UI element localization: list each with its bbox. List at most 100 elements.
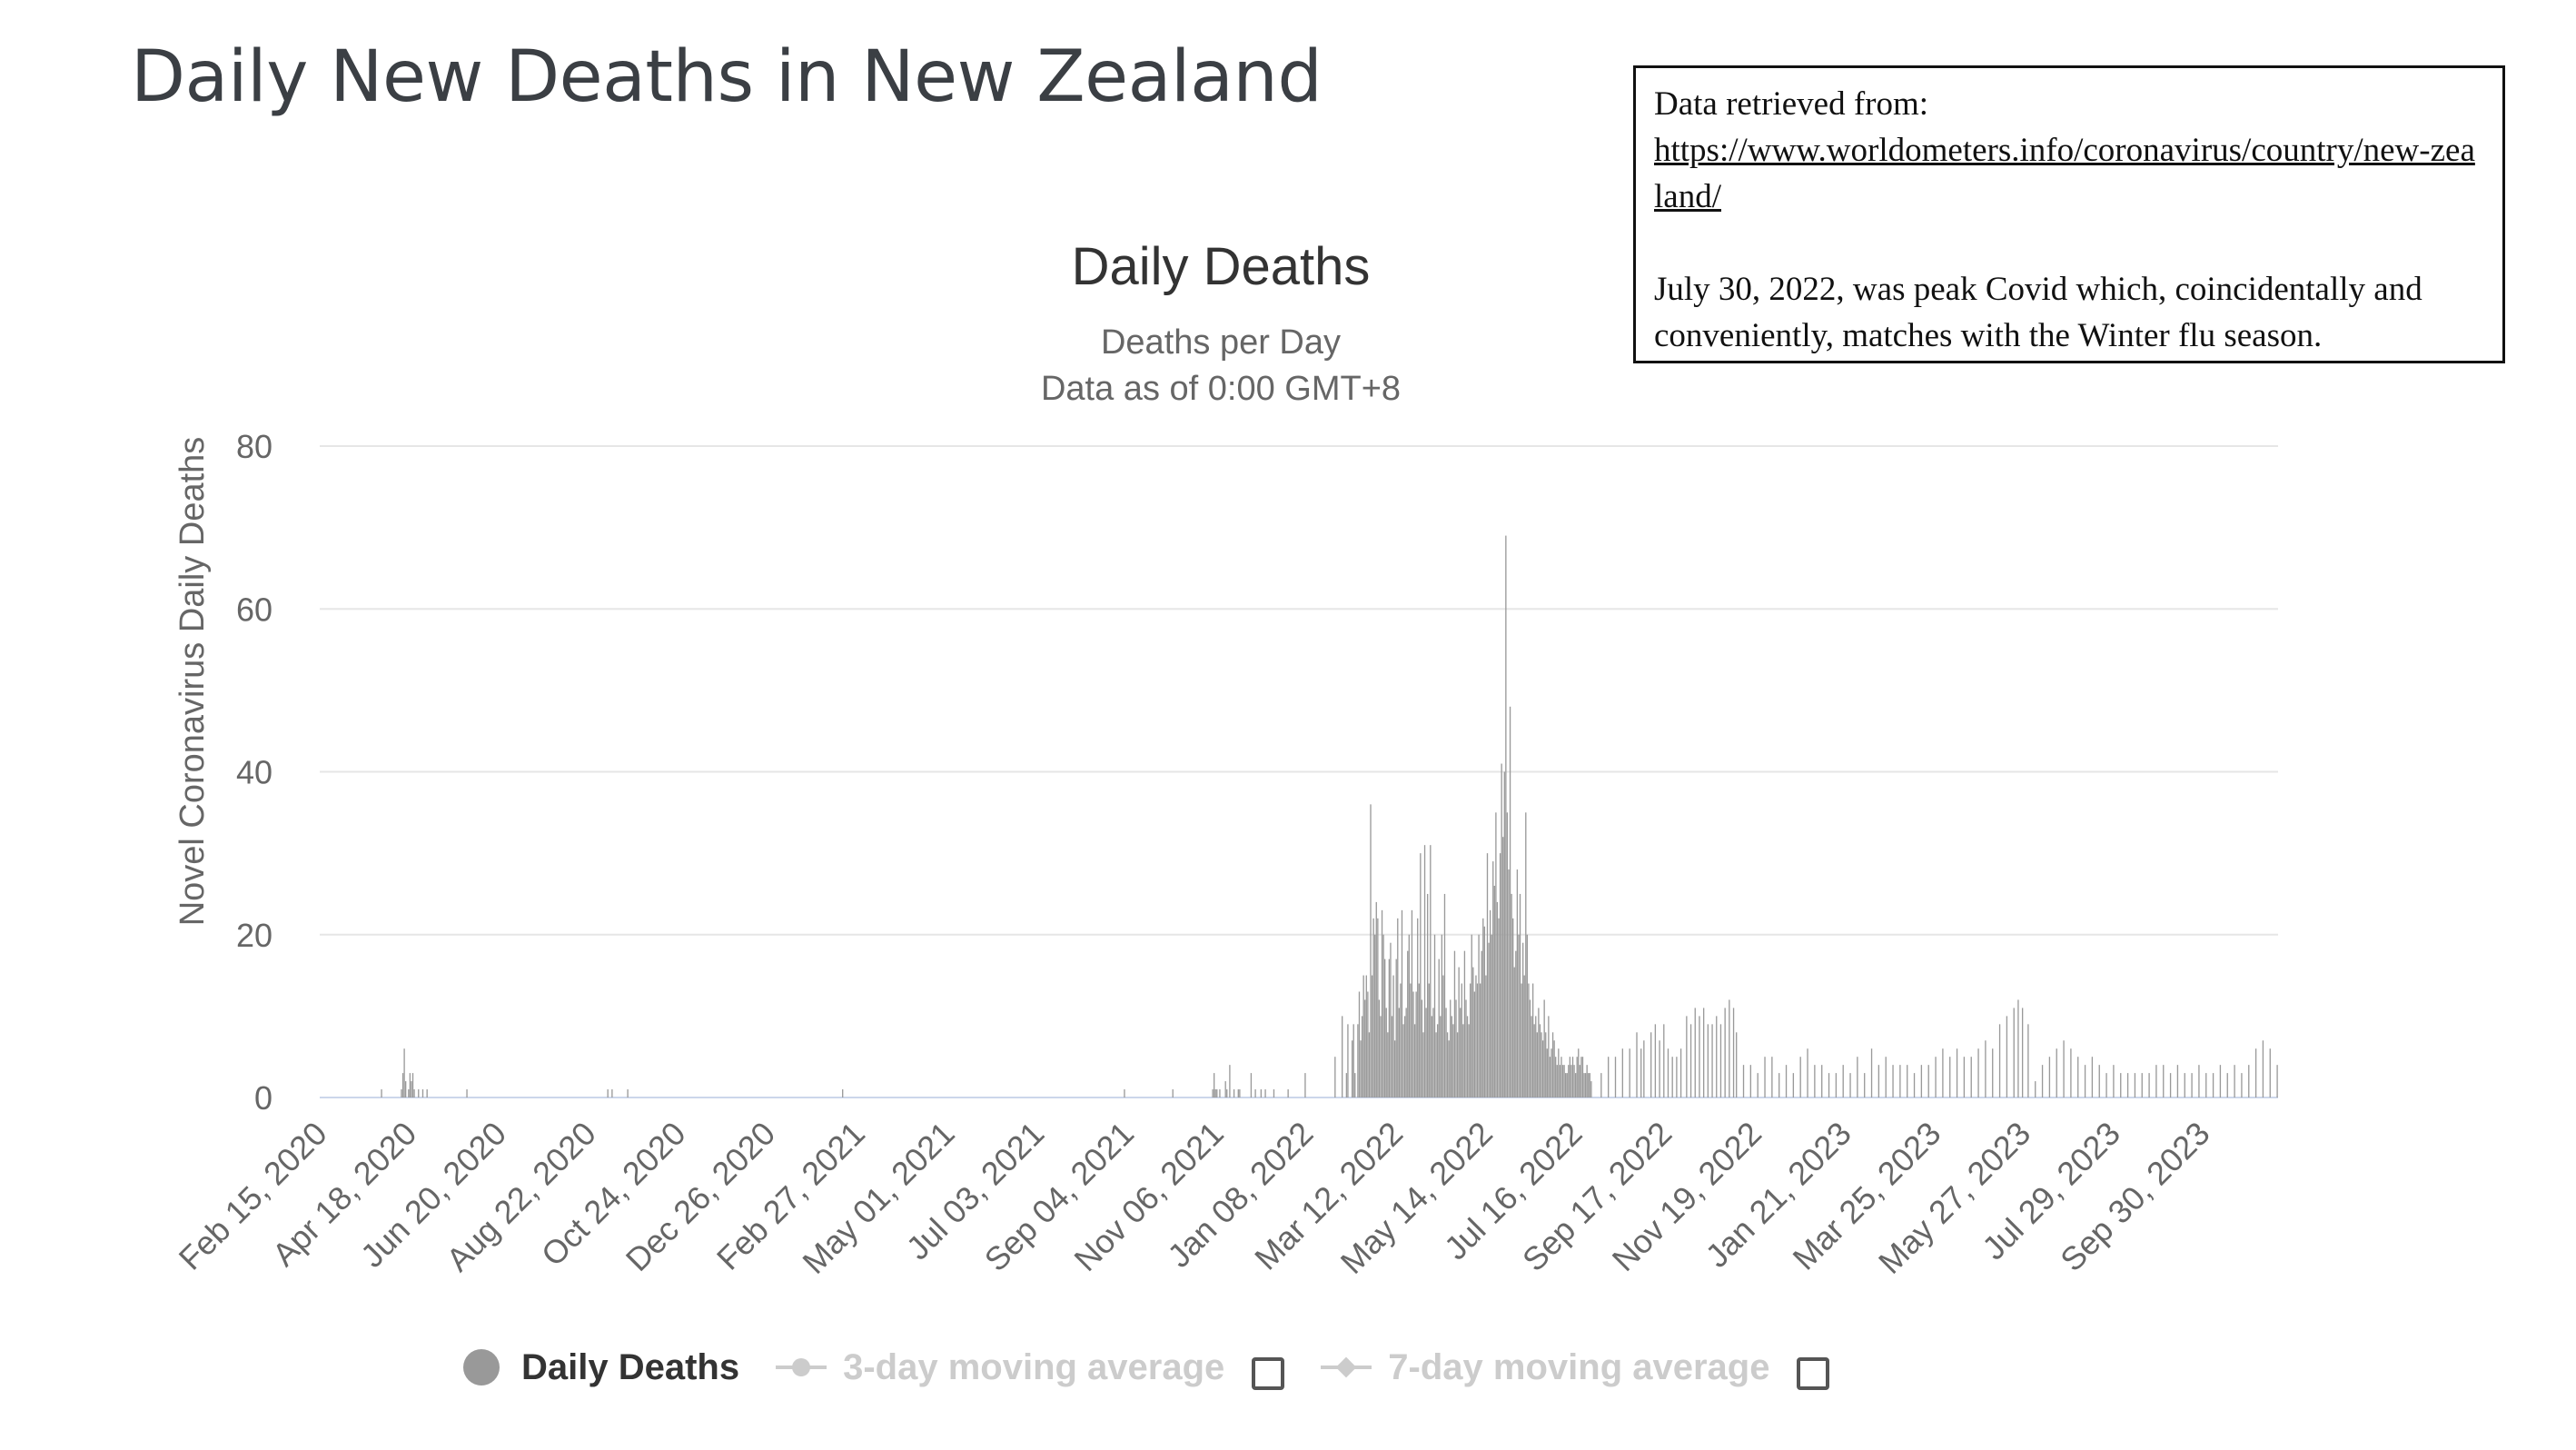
bar-daily-deaths[interactable] [1254, 1089, 1256, 1097]
bar-daily-deaths[interactable] [1435, 1032, 1437, 1097]
bar-daily-deaths[interactable] [1216, 1089, 1218, 1097]
bar-daily-deaths[interactable] [1413, 1024, 1416, 1097]
bar-daily-deaths[interactable] [1398, 1008, 1401, 1097]
legend-checkbox-7day[interactable] [1797, 1357, 1830, 1390]
bar-daily-deaths[interactable] [1239, 1089, 1241, 1097]
bar-daily-deaths[interactable] [611, 1089, 613, 1097]
bar-daily-deaths[interactable] [2006, 1016, 2008, 1098]
bar-daily-deaths[interactable] [1506, 812, 1509, 1097]
bar-daily-deaths[interactable] [1560, 1057, 1562, 1097]
bar-daily-deaths[interactable] [1899, 1065, 1901, 1097]
bar-daily-deaths[interactable] [1405, 1008, 1407, 1097]
bar-daily-deaths[interactable] [1650, 1032, 1652, 1097]
bar-daily-deaths[interactable] [1565, 1073, 1567, 1097]
bar-daily-deaths[interactable] [1417, 918, 1419, 1097]
bar-daily-deaths[interactable] [401, 1073, 404, 1097]
bar-daily-deaths[interactable] [1384, 958, 1386, 1097]
bar-daily-deaths[interactable] [1835, 1073, 1838, 1097]
bar-daily-deaths[interactable] [1519, 893, 1521, 1097]
bar-daily-deaths[interactable] [1273, 1089, 1275, 1097]
bar-daily-deaths[interactable] [2212, 1073, 2214, 1097]
bar-daily-deaths[interactable] [1378, 999, 1381, 1097]
bar-daily-deaths[interactable] [1509, 706, 1511, 1097]
bar-daily-deaths[interactable] [1436, 1024, 1439, 1097]
bar-daily-deaths[interactable] [1920, 1065, 1923, 1097]
bar-daily-deaths[interactable] [2084, 1065, 2086, 1097]
bar-daily-deaths[interactable] [2269, 1048, 2271, 1097]
bar-daily-deaths[interactable] [2098, 1065, 2100, 1097]
bar-daily-deaths[interactable] [2105, 1073, 2107, 1097]
bar-daily-deaths[interactable] [2226, 1073, 2228, 1097]
bar-daily-deaths[interactable] [1264, 1089, 1266, 1097]
bar-daily-deaths[interactable] [1573, 1065, 1575, 1097]
bar-daily-deaths[interactable] [2169, 1073, 2172, 1097]
bar-daily-deaths[interactable] [1689, 1024, 1692, 1097]
bar-daily-deaths[interactable] [1357, 1024, 1359, 1097]
bar-daily-deaths[interactable] [1465, 999, 1467, 1097]
bar-daily-deaths[interactable] [1942, 1048, 1944, 1097]
bar-daily-deaths[interactable] [1408, 934, 1410, 1097]
bar-daily-deaths[interactable] [1418, 983, 1420, 1097]
bar-daily-deaths[interactable] [1949, 1057, 1951, 1097]
bar-daily-deaths[interactable] [2276, 1065, 2278, 1097]
bar-daily-deaths[interactable] [1360, 1040, 1362, 1097]
bar-daily-deaths[interactable] [1535, 1016, 1537, 1098]
bar-daily-deaths[interactable] [1711, 1024, 1713, 1097]
bar-daily-deaths[interactable] [1443, 893, 1446, 1097]
bar-daily-deaths[interactable] [1878, 1065, 1880, 1097]
bar-daily-deaths[interactable] [1785, 1065, 1788, 1097]
bar-daily-deaths[interactable] [1581, 1057, 1584, 1097]
bar-daily-deaths[interactable] [1410, 983, 1412, 1097]
bar-daily-deaths[interactable] [1556, 1065, 1558, 1097]
bar-daily-deaths[interactable] [1799, 1057, 1801, 1097]
bar-daily-deaths[interactable] [2017, 999, 2019, 1097]
bar-daily-deaths[interactable] [1503, 771, 1505, 1098]
bar-daily-deaths[interactable] [1621, 1048, 1624, 1097]
bar-daily-deaths[interactable] [1512, 918, 1514, 1097]
bar-daily-deaths[interactable] [1757, 1073, 1759, 1097]
bar-daily-deaths[interactable] [1461, 983, 1462, 1097]
bar-daily-deaths[interactable] [1433, 934, 1436, 1097]
bar-daily-deaths[interactable] [2021, 1008, 2024, 1097]
bar-daily-deaths[interactable] [1422, 1032, 1424, 1097]
bar-daily-deaths[interactable] [2141, 1073, 2143, 1097]
bar-daily-deaths[interactable] [1237, 1089, 1239, 1097]
bar-daily-deaths[interactable] [1489, 909, 1491, 1097]
bar-daily-deaths[interactable] [1390, 942, 1392, 1097]
bar-daily-deaths[interactable] [2248, 1065, 2250, 1097]
bar-daily-deaths[interactable] [1590, 1081, 1592, 1097]
bar-daily-deaths[interactable] [1493, 885, 1495, 1097]
bar-daily-deaths[interactable] [1654, 1024, 1657, 1097]
bar-daily-deaths[interactable] [2113, 1065, 2115, 1097]
bar-daily-deaths[interactable] [1495, 812, 1497, 1097]
bar-daily-deaths[interactable] [1508, 869, 1510, 1097]
bar-daily-deaths[interactable] [1792, 1073, 1795, 1097]
bar-daily-deaths[interactable] [1679, 1048, 1682, 1097]
bar-daily-deaths[interactable] [1476, 983, 1479, 1097]
bar-daily-deaths[interactable] [2056, 1048, 2057, 1097]
bar-daily-deaths[interactable] [1570, 1065, 1572, 1097]
bar-daily-deaths[interactable] [1857, 1057, 1858, 1097]
bar-daily-deaths[interactable] [1451, 1016, 1452, 1098]
bar-daily-deaths[interactable] [1445, 1008, 1447, 1097]
bar-daily-deaths[interactable] [1518, 934, 1520, 1097]
bar-daily-deaths[interactable] [1583, 1073, 1585, 1097]
bar-daily-deaths[interactable] [1358, 991, 1361, 1097]
bar-daily-deaths[interactable] [1821, 1065, 1823, 1097]
bar-daily-deaths[interactable] [1927, 1065, 1929, 1097]
bar-daily-deaths[interactable] [1643, 1040, 1645, 1097]
bar-daily-deaths[interactable] [2254, 1048, 2257, 1097]
bar-daily-deaths[interactable] [1676, 1057, 1678, 1097]
bar-daily-deaths[interactable] [1483, 926, 1486, 1097]
bar-daily-deaths[interactable] [1365, 975, 1367, 1097]
bar-daily-deaths[interactable] [1814, 1065, 1816, 1097]
bar-daily-deaths[interactable] [2163, 1065, 2165, 1097]
bar-daily-deaths[interactable] [1523, 975, 1525, 1097]
bar-daily-deaths[interactable] [466, 1089, 468, 1097]
bar-daily-deaths[interactable] [1970, 1057, 1972, 1097]
bar-daily-deaths[interactable] [1528, 983, 1530, 1097]
bar-daily-deaths[interactable] [1525, 812, 1527, 1097]
bar-daily-deaths[interactable] [1541, 1040, 1544, 1097]
bar-daily-deaths[interactable] [2048, 1057, 2051, 1097]
bar-daily-deaths[interactable] [1563, 1065, 1565, 1097]
